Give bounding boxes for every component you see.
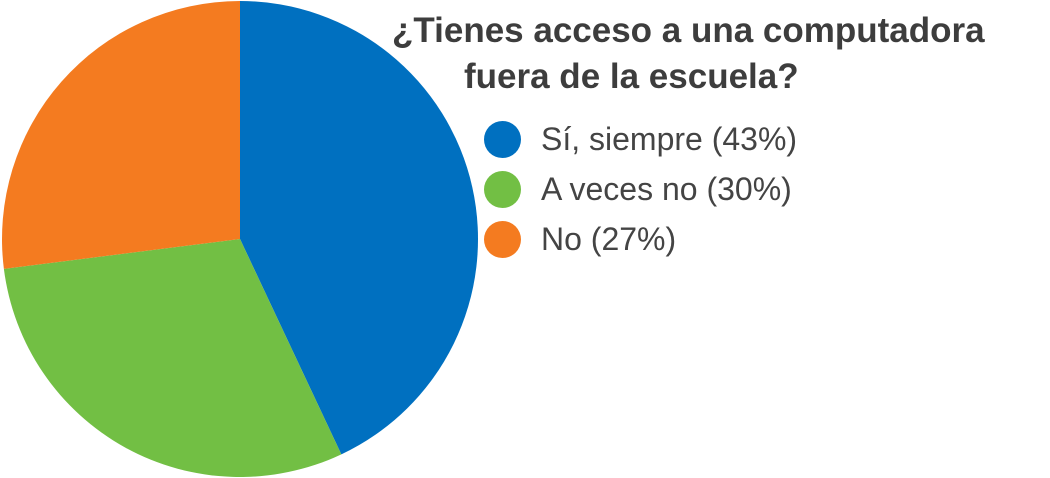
pie-slice-no [2, 1, 240, 269]
legend-label-no: No (27%) [541, 220, 677, 257]
pie-slice-si-siempre [240, 0, 479, 455]
legend-label-si-siempre: Sí, siempre (43%) [541, 120, 798, 157]
chart-title-line-2: fuera de la escuela? [464, 57, 799, 96]
legend-item-si-siempre: Sí, siempre (43%) [484, 114, 797, 164]
legend-item-no: No (27%) [484, 214, 797, 264]
chart-title-line-1: ¿Tienes acceso a una computadora [392, 11, 985, 50]
legend-label-a-veces-no: A veces no (30%) [541, 170, 792, 207]
chart-title: ¿Tienes acceso a una computadora fuera d… [392, 8, 1044, 100]
pie-slice-a-veces-no [3, 239, 342, 478]
legend-swatch-a-veces-no [484, 170, 521, 208]
legend-swatch-si-siempre [484, 120, 521, 158]
pie-chart [2, 0, 479, 478]
legend-item-a-veces-no: A veces no (30%) [484, 164, 797, 214]
chart-legend: Sí, siempre (43%) A veces no (30%) No (2… [484, 114, 797, 264]
legend-swatch-no [484, 220, 521, 258]
